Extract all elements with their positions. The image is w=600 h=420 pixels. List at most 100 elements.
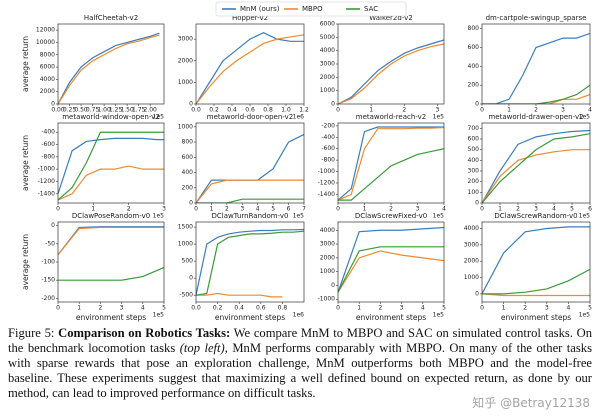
- x-tick-label: 1: [77, 305, 81, 312]
- x-tick-label: 0.6: [256, 305, 266, 312]
- chart-title: HalfCheetah-v2: [84, 14, 138, 22]
- y-tick-label: 1000: [320, 268, 335, 275]
- series-line: [58, 165, 164, 201]
- series-line: [196, 133, 304, 203]
- x-tick-label: 1: [363, 206, 367, 213]
- series-line: [338, 43, 444, 104]
- series-line: [482, 32, 590, 104]
- series-line: [482, 133, 590, 203]
- y-axis-label: average return: [21, 36, 30, 92]
- x-tick-label: 0: [336, 107, 340, 114]
- x-tick-label: 2.00: [143, 107, 157, 114]
- y-tick-label: 3000: [178, 36, 193, 43]
- x-tick-label: 0.2: [213, 305, 223, 312]
- y-axis-label: average return: [21, 234, 30, 290]
- figure: HalfCheetah-v202000400060008000100001200…: [21, 1, 592, 322]
- x-tick-label: 2: [523, 305, 527, 312]
- x-tick-label: 1.00: [97, 107, 111, 114]
- series-line: [196, 198, 304, 203]
- series-line: [482, 94, 590, 104]
- y-tick-label: 400: [468, 157, 480, 164]
- x-scale-label: 1e5: [433, 213, 445, 220]
- y-tick-label: 3000: [320, 61, 335, 68]
- caption: Figure 5: Comparison on Robotics Tasks: …: [8, 326, 592, 401]
- y-tick-label: 200: [468, 178, 480, 185]
- x-tick-label: 7: [302, 206, 306, 213]
- x-tick-label: 0.4: [227, 107, 237, 114]
- chart-title: DClawPoseRandom-v0: [72, 212, 150, 220]
- y-tick-label: 0: [475, 101, 479, 108]
- y-tick-label: 3000: [464, 241, 479, 248]
- x-scale-label: 1e5: [579, 114, 591, 121]
- x-scale-label: 1e5: [153, 312, 165, 319]
- y-tick-label: 3000: [320, 241, 335, 248]
- x-tick-label: 3: [561, 107, 565, 114]
- x-tick-label: 4: [421, 305, 425, 312]
- y-tick-label: 100: [468, 189, 480, 196]
- x-tick-label: 4: [566, 305, 570, 312]
- y-tick-label: -1200: [318, 180, 336, 187]
- y-tick-label: 600: [468, 44, 480, 51]
- chart-title: Hopper-v2: [232, 14, 268, 22]
- y-tick-label: 0: [51, 222, 55, 229]
- x-tick-label: 3: [120, 305, 124, 312]
- x-tick-label: 2: [225, 206, 229, 213]
- y-tick-label: 5000: [320, 34, 335, 41]
- y-tick-label: 400: [182, 169, 194, 176]
- y-tick-label: 8000: [40, 51, 55, 58]
- x-tick-label: 2: [127, 206, 131, 213]
- caption-emphasis: (top left): [179, 341, 225, 355]
- x-scale-label: 1e5: [433, 312, 445, 319]
- x-axis-label: environment steps: [356, 313, 426, 322]
- series-line: [196, 179, 304, 203]
- y-tick-label: -400: [321, 134, 335, 141]
- y-tick-label: 500: [468, 146, 480, 153]
- x-tick-label: 0: [336, 305, 340, 312]
- series-line: [58, 137, 164, 194]
- x-tick-label: 4: [256, 206, 260, 213]
- chart-title: metaworld-reach-v2: [356, 113, 427, 121]
- y-tick-label: 1000: [178, 123, 193, 130]
- series-line: [58, 226, 164, 256]
- y-tick-label: 2000: [464, 258, 479, 265]
- y-tick-label: -50: [45, 240, 55, 247]
- y-tick-label: -150: [41, 277, 55, 284]
- y-tick-label: -800: [41, 153, 55, 160]
- x-tick-label: 0.75: [86, 107, 100, 114]
- y-tick-label: -200: [41, 295, 55, 302]
- series-line: [482, 268, 590, 295]
- x-tick-label: 5: [588, 305, 592, 312]
- series-line: [338, 126, 444, 201]
- chart-title: DClawTurnRandom-v0: [212, 212, 289, 220]
- series-line: [58, 32, 160, 104]
- chart-title: metaworld-door-open-v2: [207, 113, 293, 121]
- caption-text: , MnM performs comparably with MBPO. On …: [8, 341, 592, 400]
- x-scale-label: 1e5: [433, 114, 445, 121]
- y-tick-label: 0: [331, 101, 335, 108]
- y-tick-label: 1000: [178, 79, 193, 86]
- x-tick-label: 0: [480, 107, 484, 114]
- chart-title: metaworld-drawer-open-v2: [488, 113, 583, 121]
- x-tick-label: 1: [507, 107, 511, 114]
- x-tick-label: 2: [98, 305, 102, 312]
- y-tick-label: 2000: [320, 254, 335, 261]
- y-tick-label: 1000: [320, 87, 335, 94]
- x-scale-label: 1e5: [293, 213, 305, 220]
- series-line: [196, 31, 304, 104]
- y-tick-label: 4000: [320, 47, 335, 54]
- y-tick-label: 0: [331, 282, 335, 289]
- series-line: [58, 131, 164, 201]
- y-tick-label: -500: [179, 292, 193, 299]
- y-tick-label: 6000: [40, 64, 55, 71]
- series-line: [338, 126, 444, 201]
- plot-frame: [337, 122, 445, 204]
- y-tick-label: -1000: [318, 296, 336, 303]
- y-tick-label: 12000: [36, 27, 55, 34]
- x-tick-label: 1.75: [132, 107, 146, 114]
- y-tick-label: 800: [182, 139, 194, 146]
- x-scale-label: 1e5: [579, 213, 591, 220]
- x-axis-label: environment steps: [215, 313, 285, 322]
- watermark: 知乎 @Betray12138: [472, 396, 590, 410]
- x-tick-label: 0.50: [74, 107, 88, 114]
- y-tick-label: -600: [41, 141, 55, 148]
